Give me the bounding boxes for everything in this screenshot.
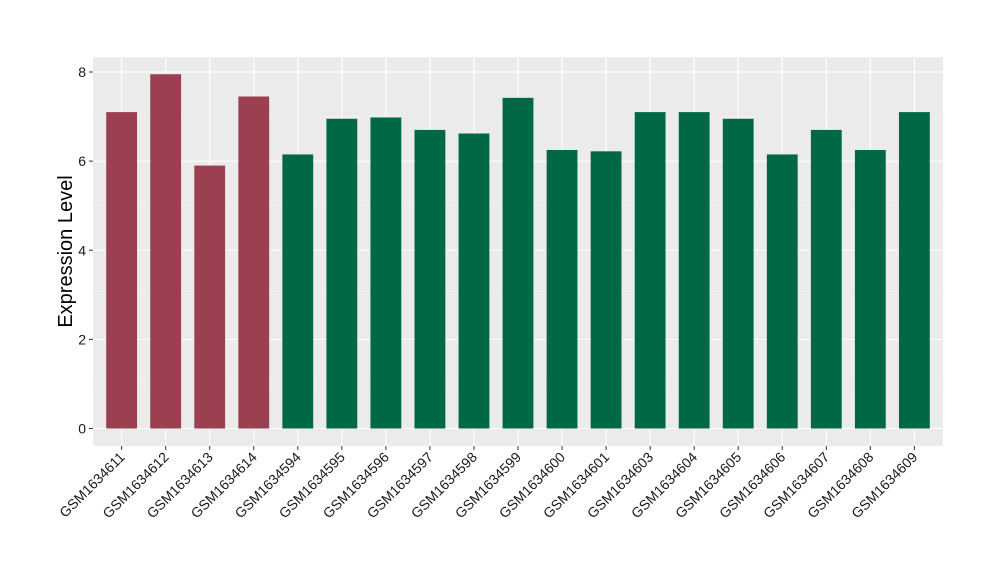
- bars: [106, 74, 930, 429]
- y-axis: 0 2 4 6 8: [78, 64, 93, 437]
- bar-GSM1634600: [546, 149, 578, 429]
- y-tick-label: 6: [78, 153, 86, 169]
- bar-GSM1634595: [326, 118, 358, 429]
- bar-GSM1634608: [854, 149, 886, 429]
- y-tick-label: 2: [78, 331, 86, 347]
- bar-GSM1634596: [370, 117, 402, 429]
- bar-GSM1634599: [502, 97, 534, 429]
- bar-GSM1634597: [414, 129, 446, 429]
- bar-GSM1634606: [766, 154, 798, 429]
- bar-GSM1634611: [106, 112, 138, 429]
- bar-GSM1634609: [898, 112, 930, 429]
- bar-GSM1634605: [722, 118, 754, 429]
- y-tick-label: 0: [78, 421, 86, 437]
- y-tick-label: 4: [78, 242, 86, 258]
- y-tick-label: 8: [78, 64, 86, 80]
- bar-GSM1634607: [810, 129, 842, 429]
- y-axis-title: Expression Level: [55, 175, 77, 327]
- bar-GSM1634613: [194, 165, 226, 429]
- x-axis: GSM1634611GSM1634612GSM1634613GSM1634614…: [56, 446, 921, 521]
- bar-GSM1634601: [590, 151, 622, 429]
- bar-GSM1634603: [634, 112, 666, 429]
- bar-GSM1634612: [150, 74, 182, 429]
- bar-GSM1634594: [282, 154, 314, 429]
- bar-GSM1634598: [458, 133, 490, 429]
- bar-GSM1634614: [238, 96, 270, 429]
- bar-GSM1634604: [678, 112, 710, 429]
